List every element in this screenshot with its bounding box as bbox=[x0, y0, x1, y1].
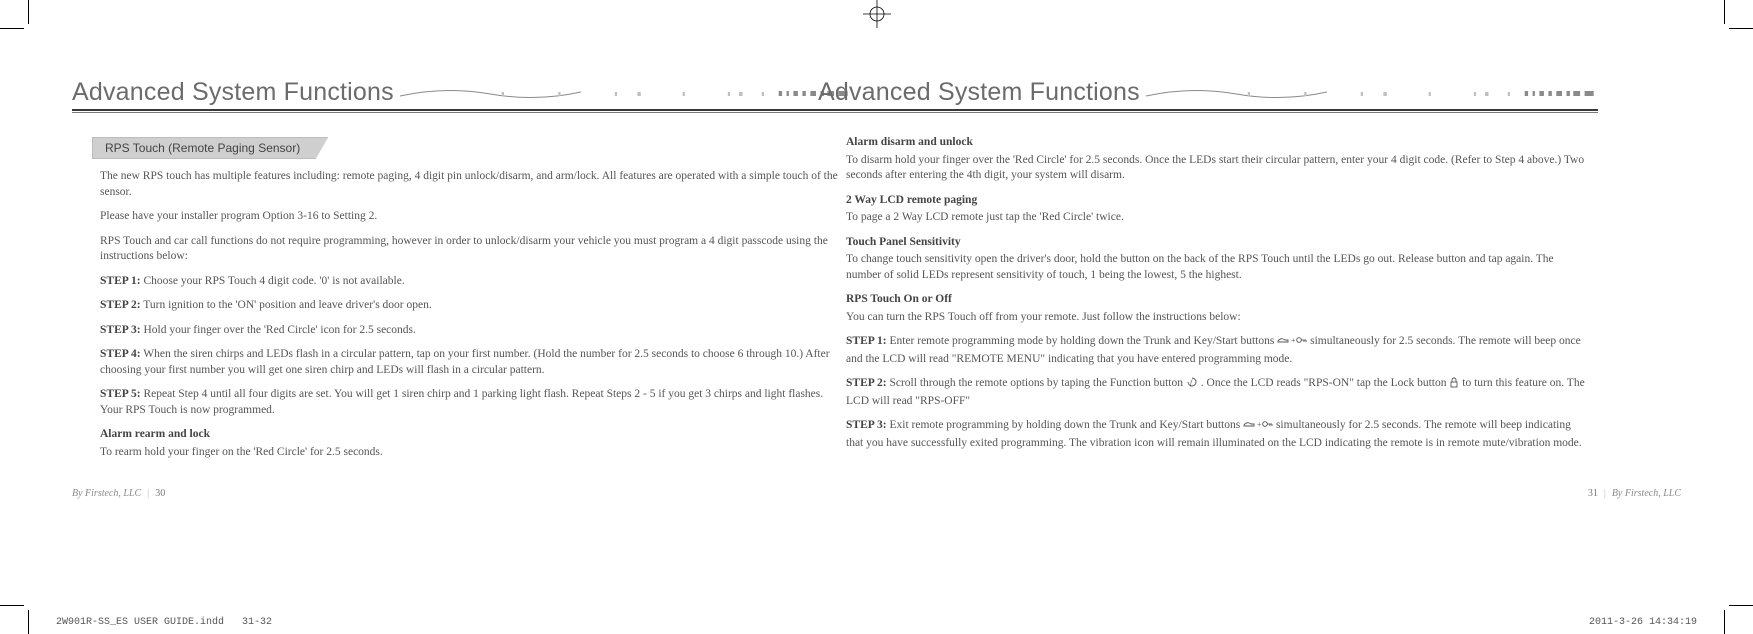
page-title: Advanced System Functions bbox=[818, 78, 1140, 107]
paragraph: To rearm hold your finger on the 'Red Ci… bbox=[100, 445, 844, 461]
step-text: Exit remote programming by holding down … bbox=[887, 419, 1243, 431]
paragraph: Please have your installer program Optio… bbox=[100, 209, 844, 225]
paragraph: To change touch sensitivity open the dri… bbox=[846, 252, 1590, 283]
footer-divider: | bbox=[1604, 488, 1606, 499]
crop-mark bbox=[1724, 0, 1725, 24]
step-line: STEP 2: Turn ignition to the 'ON' positi… bbox=[100, 298, 844, 314]
step-text: Hold your finger over the 'Red Circle' i… bbox=[141, 324, 416, 336]
crop-mark bbox=[1724, 610, 1725, 634]
subheading: Touch Panel Sensitivity bbox=[846, 235, 1590, 251]
page-title: Advanced System Functions bbox=[72, 78, 394, 107]
subheading: RPS Touch On or Off bbox=[846, 292, 1590, 308]
step-line: STEP 3: Hold your finger over the 'Red C… bbox=[100, 323, 844, 339]
subheading: Alarm disarm and unlock bbox=[846, 135, 1590, 151]
crop-mark bbox=[0, 28, 24, 29]
title-underline bbox=[72, 109, 852, 115]
step-label: STEP 1: bbox=[846, 335, 887, 347]
paragraph: RPS Touch and car call functions do not … bbox=[100, 234, 844, 265]
left-page: Advanced System Functions bbox=[72, 78, 852, 469]
body-text-left: The new RPS touch has multiple features … bbox=[72, 169, 852, 460]
print-file: 2W901R-SS_ES USER GUIDE.indd bbox=[56, 617, 224, 628]
crop-mark bbox=[1729, 28, 1753, 29]
section-pill: RPS Touch (Remote Paging Sensor) bbox=[92, 137, 341, 159]
step-line: STEP 4: When the siren chirps and LEDs f… bbox=[100, 347, 844, 378]
step-text: Repeat Step 4 until all four digits are … bbox=[100, 388, 823, 416]
trunk-key-icon: + bbox=[1277, 335, 1307, 352]
page-number: 31 bbox=[1588, 488, 1598, 499]
step-line: STEP 3: Exit remote programming by holdi… bbox=[846, 418, 1590, 451]
step-line: STEP 1: Enter remote programming mode by… bbox=[846, 334, 1590, 367]
step-label: STEP 5: bbox=[100, 388, 141, 400]
step-text: . Once the LCD reads "RPS-ON" tap the Lo… bbox=[1198, 377, 1449, 389]
step-label: STEP 2: bbox=[846, 377, 887, 389]
body-text-right: Alarm disarm and unlock To disarm hold y… bbox=[818, 135, 1598, 451]
crop-mark bbox=[28, 0, 29, 24]
registration-mark-icon bbox=[863, 0, 891, 28]
step-label: STEP 1: bbox=[100, 275, 141, 287]
lock-icon bbox=[1449, 377, 1459, 394]
paragraph: The new RPS touch has multiple features … bbox=[100, 169, 844, 200]
step-label: STEP 4: bbox=[100, 348, 141, 360]
crop-mark bbox=[0, 605, 24, 606]
page-heading-row: Advanced System Functions bbox=[72, 78, 852, 107]
title-ornament-icon bbox=[1146, 84, 1598, 102]
crop-mark bbox=[1729, 605, 1753, 606]
trunk-key-icon: + bbox=[1243, 419, 1273, 436]
step-label: STEP 3: bbox=[846, 419, 887, 431]
step-line: STEP 1: Choose your RPS Touch 4 digit co… bbox=[100, 274, 844, 290]
print-pages: 31-32 bbox=[242, 617, 272, 628]
function-icon: f bbox=[1186, 377, 1198, 394]
paragraph: You can turn the RPS Touch off from your… bbox=[846, 310, 1590, 326]
print-slug-right: 2011-3-26 14:34:19 bbox=[1589, 617, 1697, 628]
footer-byline: By Firstech, LLC bbox=[1612, 488, 1681, 499]
step-text: Scroll through the remote options by tap… bbox=[887, 377, 1186, 389]
print-timestamp: 2011-3-26 14:34:19 bbox=[1589, 617, 1697, 628]
svg-text:+: + bbox=[1291, 336, 1296, 345]
page-spread: Advanced System Functions bbox=[0, 0, 1753, 634]
step-text: Enter remote programming mode by holding… bbox=[887, 335, 1278, 347]
step-text: Turn ignition to the 'ON' position and l… bbox=[141, 299, 432, 311]
footer-byline: By Firstech, LLC bbox=[72, 488, 141, 499]
title-ornament-icon bbox=[400, 84, 852, 102]
step-text: Choose your RPS Touch 4 digit code. '0' … bbox=[141, 275, 405, 287]
step-label: STEP 3: bbox=[100, 324, 141, 336]
footer-left: By Firstech, LLC | 30 bbox=[72, 488, 165, 499]
paragraph: To disarm hold your finger over the 'Red… bbox=[846, 153, 1590, 184]
title-underline bbox=[818, 109, 1598, 115]
paragraph: To page a 2 Way LCD remote just tap the … bbox=[846, 210, 1590, 226]
page-heading-row: Advanced System Functions bbox=[818, 78, 1598, 107]
footer-right: 31 | By Firstech, LLC bbox=[1588, 488, 1681, 499]
step-label: STEP 2: bbox=[100, 299, 141, 311]
crop-mark bbox=[28, 610, 29, 634]
subheading: Alarm rearm and lock bbox=[100, 427, 844, 443]
step-text: When the siren chirps and LEDs flash in … bbox=[100, 348, 830, 376]
subheading: 2 Way LCD remote paging bbox=[846, 193, 1590, 209]
page-number: 30 bbox=[155, 488, 165, 499]
right-page: Advanced System Functions bbox=[818, 78, 1598, 460]
step-line: STEP 5: Repeat Step 4 until all four dig… bbox=[100, 387, 844, 418]
svg-text:+: + bbox=[1257, 420, 1262, 429]
footer-divider: | bbox=[147, 488, 149, 499]
print-slug-left: 2W901R-SS_ES USER GUIDE.indd 31-32 bbox=[56, 617, 272, 628]
step-line: STEP 2: Scroll through the remote option… bbox=[846, 376, 1590, 409]
